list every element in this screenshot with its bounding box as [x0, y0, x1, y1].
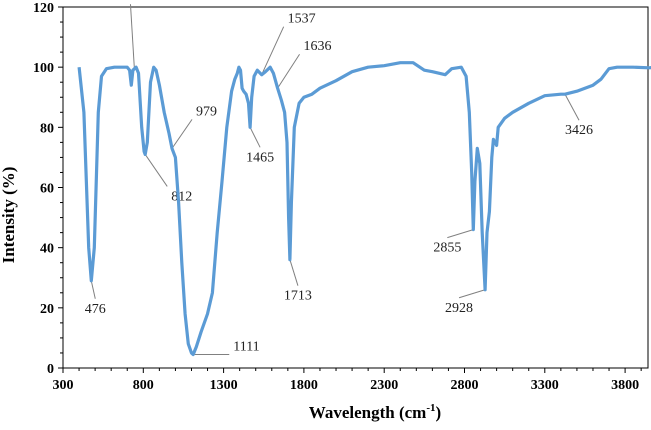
annotation-leader [144, 154, 168, 187]
annotation-leader [249, 127, 261, 148]
x-axis-label-main: Wavelength (cm [309, 403, 427, 422]
x-tick-label: 1800 [290, 378, 318, 393]
y-tick-label: 80 [40, 121, 54, 136]
x-axis-label-end: ) [436, 403, 442, 422]
x-axis-label: Wavelength (cm-1) [309, 402, 441, 422]
annotation-label: 1636 [304, 39, 332, 54]
axes: 0 20 40 60 80 100 120 300 800 1300 1800 2300 2800 330… [33, 1, 649, 393]
annotation-label: 1537 [288, 12, 316, 27]
x-tick-label: 3800 [611, 378, 639, 393]
annotation-leader [129, 4, 135, 71]
annotation-label: 1713 [284, 289, 312, 304]
y-tick-label: 120 [33, 1, 54, 16]
annotation-label: 2855 [433, 241, 461, 256]
annotation-leader [261, 26, 285, 75]
y-tick-label: 20 [40, 302, 54, 317]
y-tick-label: 100 [33, 61, 54, 76]
annotation-leader [447, 229, 474, 239]
x-tick-label: 2300 [370, 378, 398, 393]
y-tick-label: 40 [40, 242, 54, 257]
annotation-leader [90, 280, 96, 299]
x-tick-label: 1300 [210, 378, 238, 393]
y-tick-label: 0 [47, 362, 54, 377]
spectrum-line [77, 61, 651, 357]
annotation-leader [171, 119, 193, 149]
annotation-label: 1465 [246, 150, 274, 165]
y-axis-label: Intensity (%) [0, 167, 18, 264]
annotation-leader [458, 289, 486, 299]
annotation-label: 812 [171, 189, 192, 204]
annotation-label: 725 [120, 0, 141, 4]
x-tick-label: 300 [53, 378, 74, 393]
annotation-label: 476 [85, 302, 106, 317]
x-tick-label: 800 [133, 378, 154, 393]
annotation-leader [277, 53, 300, 89]
annotation-label: 2928 [445, 301, 473, 316]
annotation-label: 1111 [233, 339, 259, 354]
annotation-label: 3426 [565, 123, 593, 138]
x-axis-label-sup: -1 [426, 402, 435, 414]
y-tick-label: 60 [40, 182, 54, 197]
annotations: 476 725 812 979 1111 1465 1537 1636 1713 2855 2928… [85, 0, 593, 355]
annotation-label: 979 [196, 104, 217, 119]
plot-frame [62, 6, 649, 369]
x-tick-label: 3300 [531, 378, 559, 393]
annotation-leader [564, 94, 580, 121]
x-tick-label: 2800 [451, 378, 479, 393]
annotation-leader [289, 259, 299, 286]
